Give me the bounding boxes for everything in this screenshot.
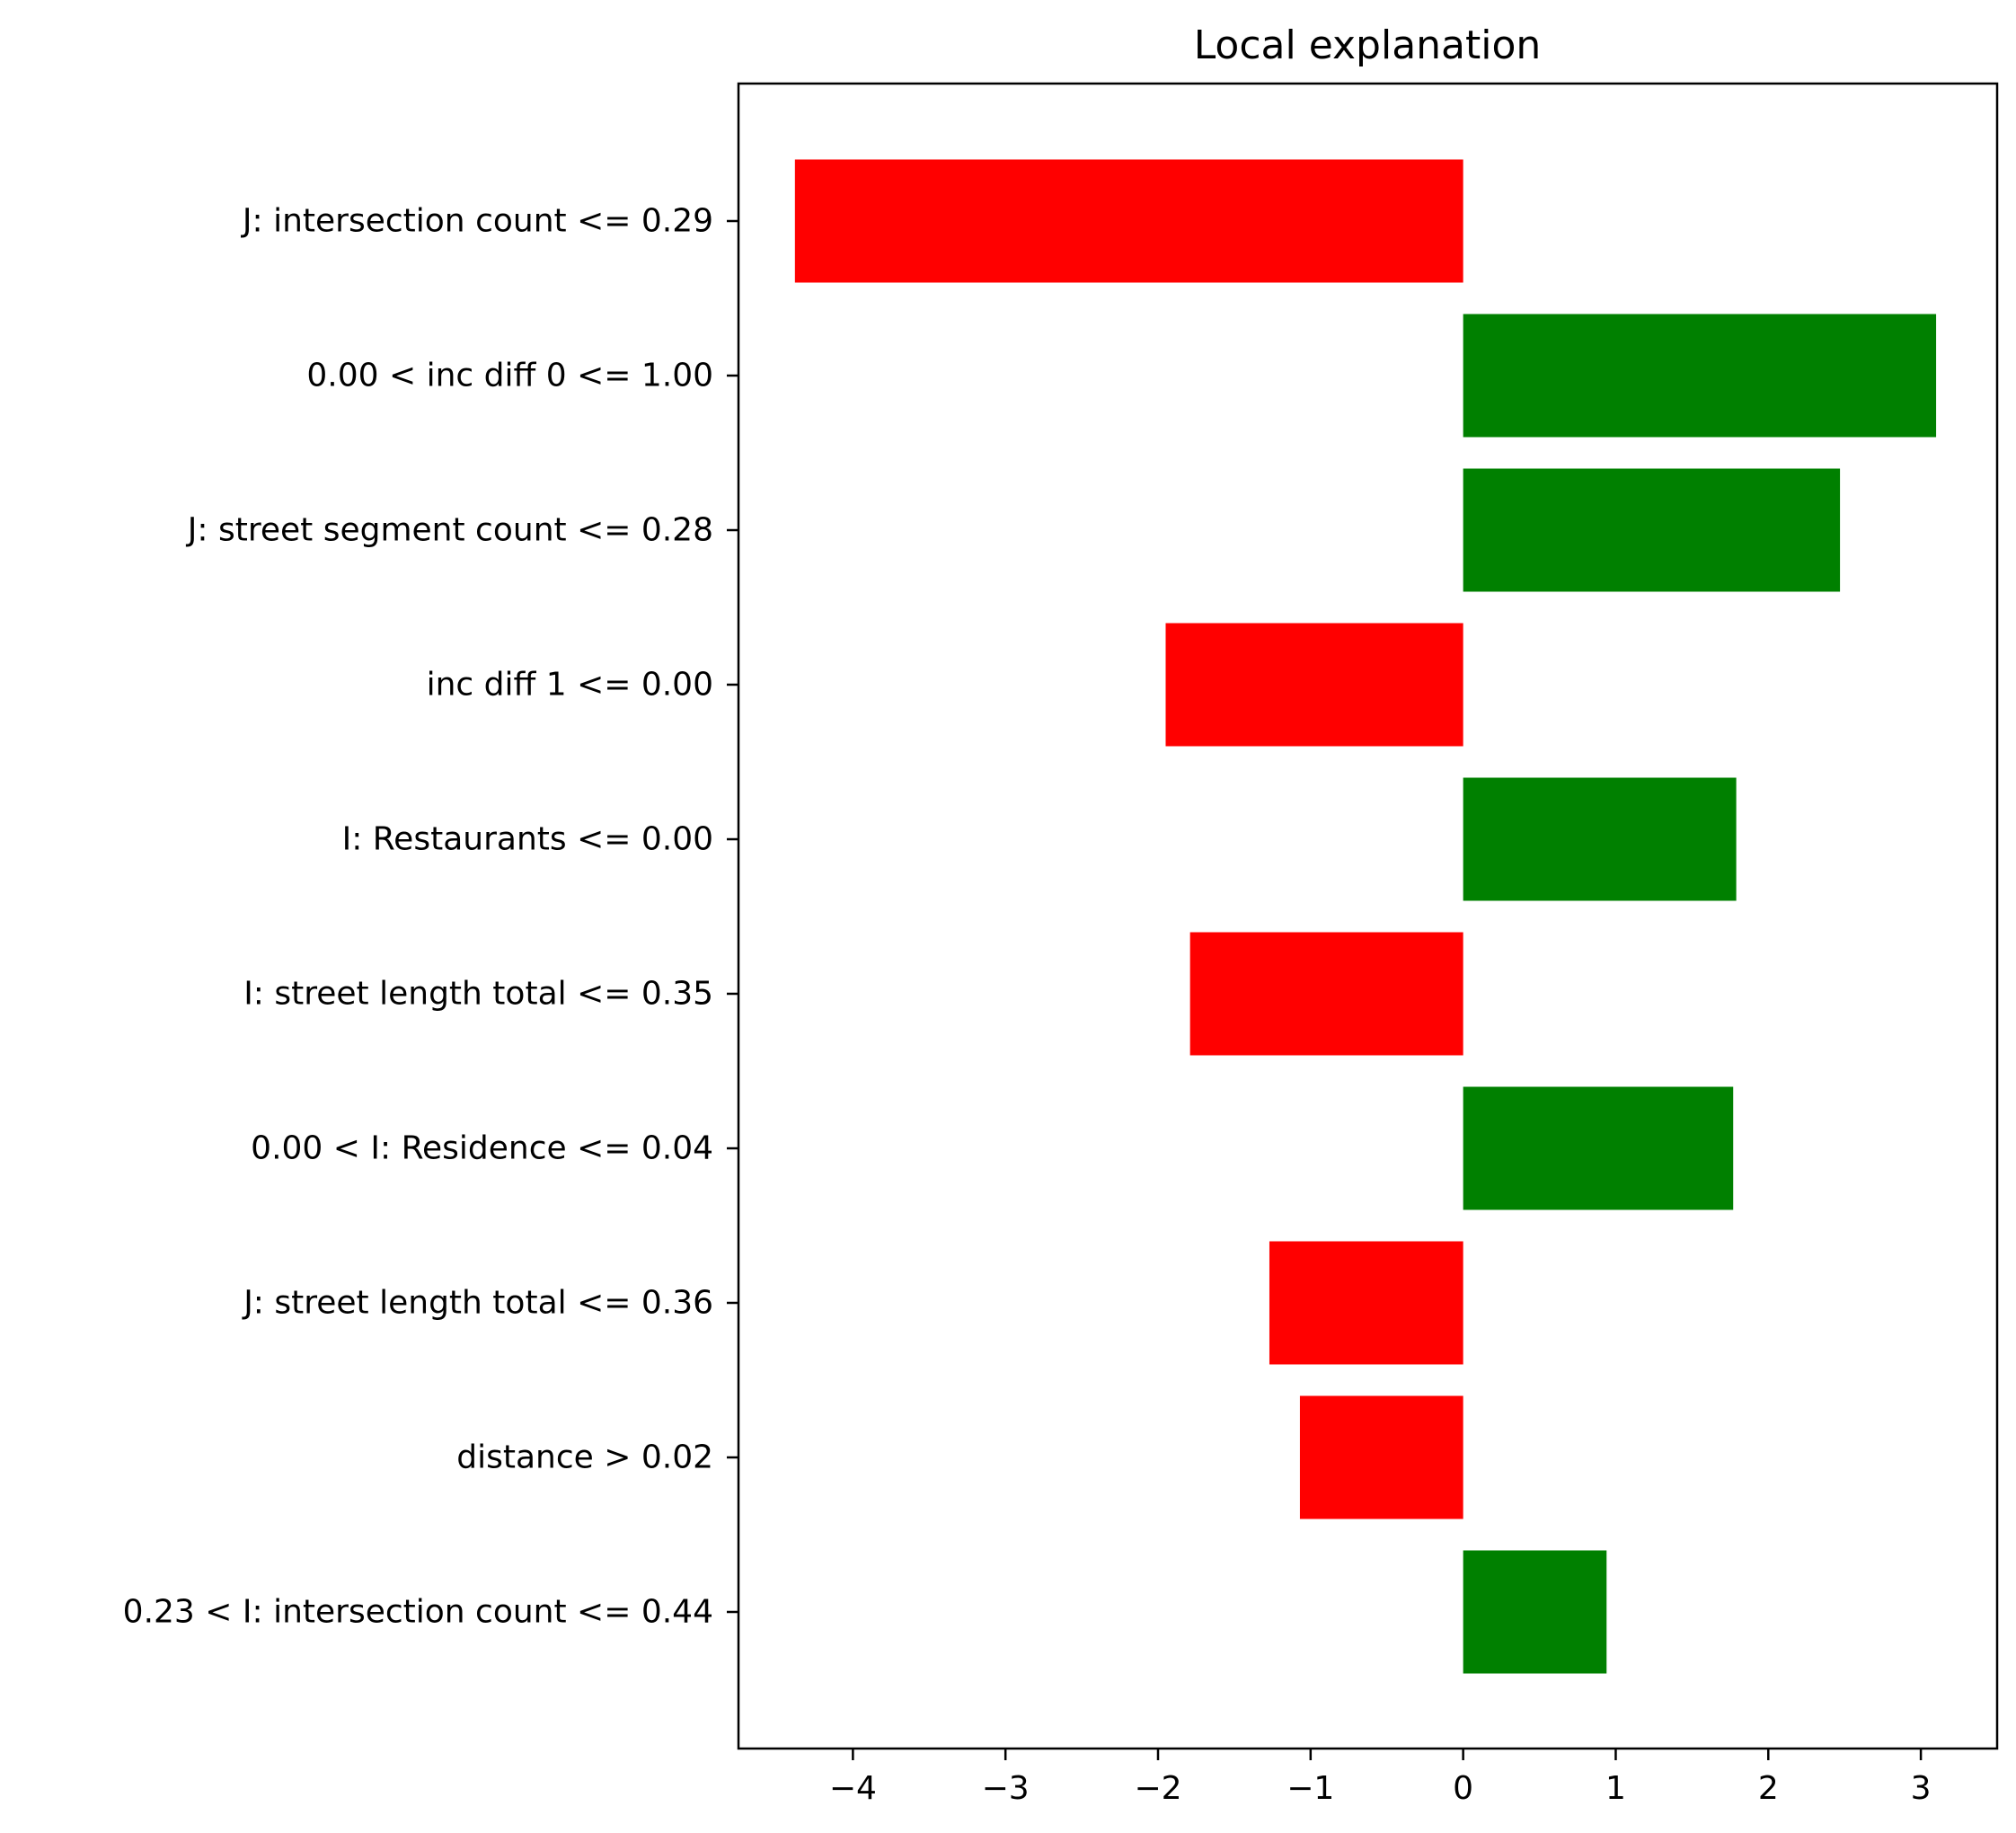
x-tick-label: −1 [1287,1770,1334,1807]
bar-9 [1463,1550,1607,1674]
y-tick-label: 0.00 < inc diff 0 <= 1.00 [306,358,713,394]
y-tick-label: inc diff 1 <= 0.00 [427,667,713,704]
x-tick-label: −4 [829,1770,877,1807]
x-tick-label: 3 [1911,1770,1932,1807]
y-tick-label: 0.23 < I: intersection count <= 0.44 [123,1594,713,1631]
bar-8 [1299,1395,1463,1519]
x-axis-ticks: −4 −3 −2 −1 0 1 2 3 [829,1749,1932,1807]
y-tick-label: I: street length total <= 0.35 [243,976,713,1013]
bars-group [794,159,1937,1674]
x-tick-label: 0 [1453,1770,1473,1807]
y-tick-label: J: intersection count <= 0.29 [241,203,713,240]
y-axis-ticks: J: intersection count <= 0.29 0.00 < inc … [123,203,738,1631]
y-tick-label: J: street length total <= 0.36 [242,1285,713,1322]
bar-2 [1463,468,1841,592]
y-tick-label: I: Restaurants <= 0.00 [342,821,713,858]
x-tick-label: 2 [1758,1770,1779,1807]
bar-3 [1165,623,1463,747]
x-tick-label: −3 [982,1770,1030,1807]
y-tick-label: J: street segment count <= 0.28 [186,512,713,549]
plot-area-frame [737,82,1999,1750]
x-tick-label: −2 [1134,1770,1181,1807]
bar-6 [1463,1086,1734,1210]
bar-4 [1463,777,1737,901]
y-tick-label: 0.00 < I: Residence <= 0.04 [251,1130,713,1167]
bar-7 [1269,1241,1463,1365]
bar-0 [794,159,1463,283]
chart-title: Local explanation [1194,22,1542,68]
bar-5 [1189,932,1463,1056]
bar-1 [1463,314,1937,438]
x-tick-label: 1 [1605,1770,1626,1807]
y-tick-label: distance > 0.02 [456,1439,713,1476]
